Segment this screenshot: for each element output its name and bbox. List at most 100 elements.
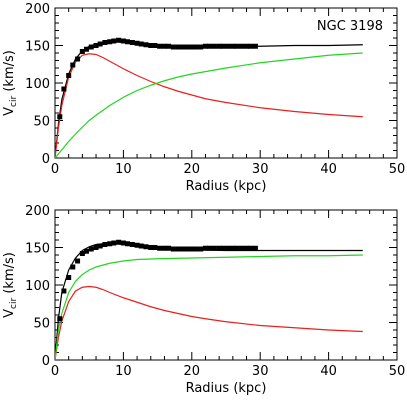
x-tick-label: 30	[252, 364, 269, 379]
data-point	[252, 43, 258, 49]
x-tick-label: 30	[252, 162, 269, 177]
total-model-curve	[55, 242, 363, 360]
data-point	[193, 44, 199, 50]
x-axis-title: Radius (kpc)	[186, 381, 267, 396]
data-point	[57, 316, 63, 322]
data-point	[111, 240, 117, 246]
data-point	[161, 43, 167, 49]
y-axis-title-symbol: V	[2, 309, 17, 318]
data-point	[70, 62, 76, 68]
y-axis-title-subscript: cir	[9, 297, 19, 308]
y-axis-title-units: (km/s)	[2, 50, 17, 96]
data-point	[184, 246, 190, 252]
x-tick-label: 0	[51, 364, 59, 379]
data-point	[79, 49, 85, 54]
x-tick-label: 10	[115, 162, 132, 177]
data-point	[202, 43, 208, 49]
x-tick-label: 40	[320, 162, 337, 177]
data-point	[70, 264, 76, 270]
data-point	[152, 43, 158, 48]
data-point	[120, 38, 126, 44]
data-point	[202, 245, 208, 251]
data-point	[179, 44, 185, 50]
y-axis-title-symbol: V	[2, 107, 17, 116]
data-point	[207, 245, 213, 251]
plot-area	[55, 239, 363, 360]
x-tick-label: 20	[184, 162, 201, 177]
data-point	[88, 44, 94, 50]
data-point	[97, 243, 103, 249]
data-point	[125, 241, 131, 247]
data-point	[75, 258, 81, 264]
data-point	[211, 43, 217, 49]
x-tick-label: 50	[389, 364, 406, 379]
x-tick-label: 10	[115, 364, 132, 379]
data-point	[152, 245, 158, 250]
y-axis-title: Vcir (km/s)	[2, 252, 19, 318]
data-point	[193, 246, 199, 252]
data-point	[125, 39, 131, 45]
data-point	[143, 244, 149, 250]
data-point	[102, 242, 108, 247]
data-point	[148, 245, 154, 250]
data-point	[107, 241, 113, 247]
observed-data-points	[57, 239, 258, 322]
y-tick-label: 150	[25, 40, 50, 55]
data-point	[143, 42, 149, 48]
data-point	[198, 246, 204, 252]
data-point	[83, 248, 89, 254]
data-point	[161, 245, 167, 251]
data-point	[66, 73, 72, 78]
data-point	[97, 41, 103, 47]
data-point	[225, 43, 231, 49]
halo-component-curve	[55, 254, 363, 360]
data-point	[189, 44, 195, 50]
y-tick-label: 100	[25, 279, 50, 294]
y-axis-title-subscript: cir	[9, 95, 19, 106]
data-point	[166, 245, 172, 251]
data-point	[234, 245, 240, 251]
y-axis-title-units: (km/s)	[2, 252, 17, 298]
x-tick-label: 0	[51, 162, 59, 177]
data-point	[116, 37, 122, 43]
data-point	[166, 43, 172, 49]
data-point	[207, 43, 213, 49]
data-point	[216, 43, 222, 49]
data-point	[88, 246, 94, 252]
disk-component-curve	[55, 285, 363, 360]
data-point	[61, 86, 67, 92]
data-point	[220, 245, 226, 251]
data-point	[252, 245, 258, 251]
data-point	[120, 240, 126, 246]
x-axis-title: Radius (kpc)	[186, 179, 267, 194]
data-point	[157, 43, 163, 49]
data-point	[198, 44, 204, 50]
data-point	[148, 43, 154, 48]
plot-area	[55, 37, 363, 158]
data-point	[61, 288, 67, 294]
data-point	[116, 239, 122, 245]
data-point	[57, 114, 63, 120]
data-point	[220, 43, 226, 49]
y-tick-label: 0	[42, 354, 50, 369]
y-tick-label: 150	[25, 242, 50, 257]
data-point	[129, 40, 135, 45]
data-point	[239, 43, 245, 49]
y-tick-label: 50	[33, 317, 50, 332]
data-point	[102, 40, 108, 45]
y-tick-label: 100	[25, 77, 50, 92]
galaxy-name-annotation: NGC 3198	[317, 19, 383, 34]
data-point	[225, 245, 231, 251]
data-point	[83, 46, 89, 52]
data-point	[129, 242, 135, 247]
y-axis-title: Vcir (km/s)	[2, 50, 19, 116]
data-point	[111, 38, 117, 44]
data-point	[66, 275, 72, 280]
data-point	[244, 43, 250, 49]
data-point	[239, 245, 245, 251]
data-point	[175, 246, 181, 252]
data-point	[75, 56, 81, 62]
data-point	[230, 245, 236, 251]
data-point	[248, 43, 254, 49]
